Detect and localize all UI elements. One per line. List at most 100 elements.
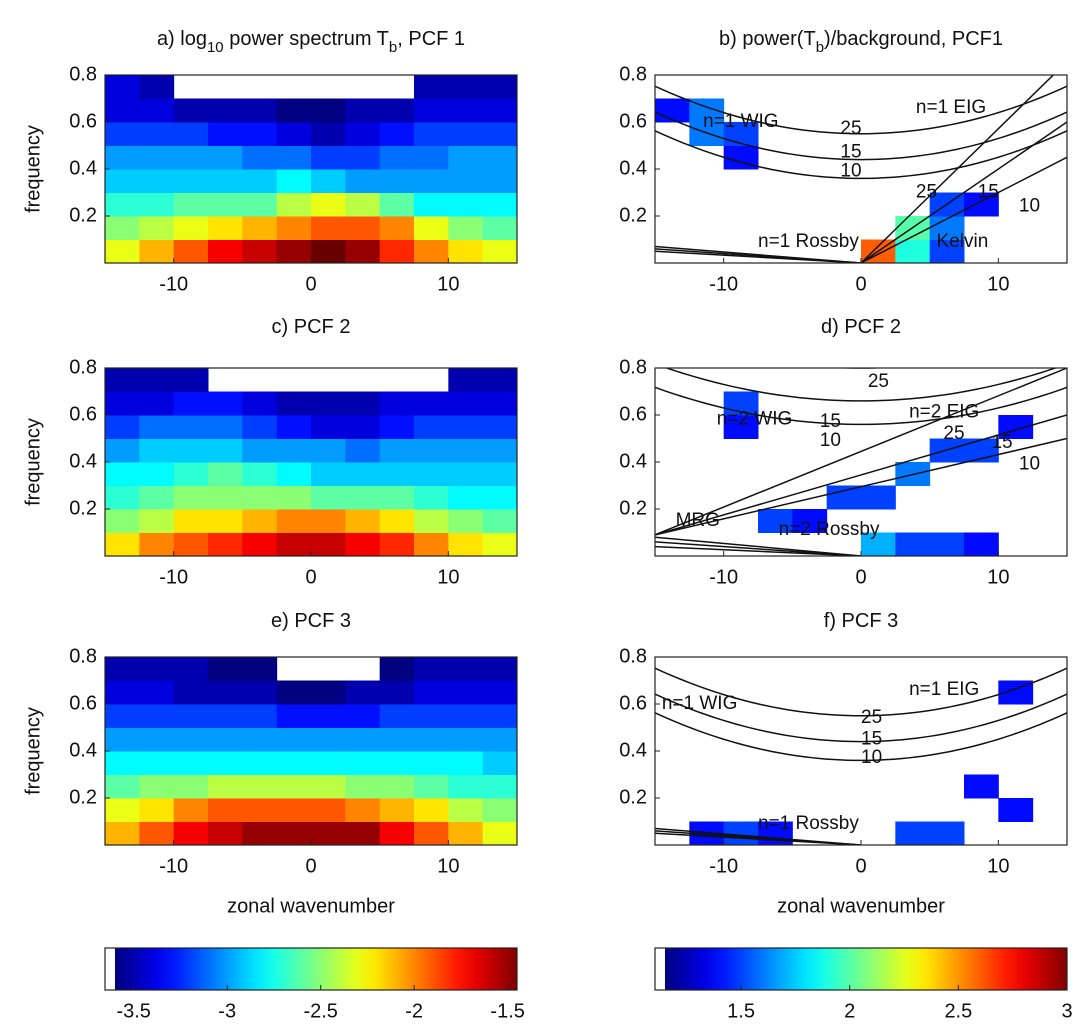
heat-cell	[311, 391, 346, 416]
y-tick-label: 0.4	[69, 157, 97, 179]
heat-cell	[242, 462, 278, 486]
heat-cell	[482, 657, 517, 681]
heat-cell	[998, 798, 1034, 822]
heat-cell	[208, 774, 243, 799]
heat-cell	[173, 751, 209, 775]
heat-cell	[482, 727, 517, 752]
colorbar: 1.5 2 2.5 3	[654, 947, 1073, 1022]
heat-cell	[208, 169, 243, 193]
heat-cell	[139, 122, 175, 146]
heat-cell	[311, 98, 346, 123]
heat-cell	[448, 391, 484, 416]
heat-cell	[276, 192, 312, 217]
heat-cell	[139, 680, 175, 705]
heat-cell	[482, 98, 517, 123]
heat-cell	[414, 415, 449, 439]
heat-cell	[345, 169, 381, 193]
heat-cell	[242, 532, 278, 556]
heat-cell	[105, 821, 140, 845]
heat-cell	[482, 774, 517, 799]
dispersion-curve	[655, 712, 1067, 762]
heat-cell	[414, 98, 449, 123]
heat-cell	[139, 704, 175, 728]
heat-cell	[379, 391, 415, 416]
heat-cell	[345, 532, 381, 556]
title-part: a) log	[157, 28, 207, 50]
heat-cell	[105, 657, 140, 681]
y-tick-label: 0.8	[69, 356, 97, 378]
colorbar-tick-label: -2	[405, 1000, 423, 1022]
y-tick-label: 0.8	[69, 63, 97, 85]
heat-cell	[105, 774, 140, 799]
heat-cell	[173, 532, 209, 556]
dispersion-curves	[655, 75, 1067, 263]
heat-cell	[379, 462, 415, 486]
heat-cell	[448, 239, 484, 263]
heat-cell	[379, 751, 415, 775]
heat-cell	[139, 438, 175, 463]
heat-cell	[139, 727, 175, 752]
heat-cell	[414, 192, 449, 217]
heat-cell	[105, 415, 140, 439]
heat-cell	[379, 169, 415, 193]
annotation: n=1 EIG	[916, 97, 986, 118]
heat-cell	[276, 704, 312, 728]
heat-cell	[208, 192, 243, 217]
annotation: n=2 WIG	[717, 409, 793, 430]
y-tick-label: 0.2	[619, 497, 647, 519]
annotation: 15	[820, 411, 841, 432]
dispersion-curve	[860, 156, 1067, 263]
annotation: Kelvin	[937, 231, 989, 252]
heat-cell	[964, 774, 999, 799]
heat-cell	[311, 704, 346, 728]
annotation: 15	[840, 142, 861, 163]
annotation: 15	[991, 432, 1012, 453]
heat-cell	[242, 438, 278, 463]
heat-cell	[379, 145, 415, 170]
annotation: n=1 Rossby	[758, 231, 859, 252]
heat-cell	[345, 798, 381, 822]
heat-cell	[139, 532, 175, 556]
heat-cell	[379, 727, 415, 752]
heat-cell	[482, 368, 517, 392]
panel-title: d) PCF 2	[821, 316, 901, 338]
heat-cell	[414, 462, 449, 486]
y-tick-label: 0.8	[619, 63, 647, 85]
heat-cell	[105, 438, 140, 463]
heat-cell	[379, 680, 415, 705]
heat-cell	[208, 727, 243, 752]
dispersion-curve	[655, 85, 1067, 135]
colorbar-frame	[104, 947, 518, 991]
heat-cell	[482, 509, 517, 533]
heat-cell	[964, 532, 999, 556]
heat-cell	[242, 216, 278, 240]
heat-cell	[242, 239, 278, 263]
heat-cell	[448, 169, 484, 193]
heat-cell	[345, 704, 381, 728]
heat-cell	[173, 98, 209, 123]
heat-cell	[414, 145, 449, 170]
heat-cell	[345, 509, 381, 533]
heat-cell	[173, 169, 209, 193]
panel-title: e) PCF 3	[271, 610, 351, 632]
x-tick-label: 0	[855, 566, 866, 588]
heat-cell	[311, 485, 346, 510]
heat-cell	[448, 727, 484, 752]
heat-cell	[105, 75, 140, 99]
x-tick-label: 0	[855, 273, 866, 295]
heat-cell	[345, 751, 381, 775]
heat-cell	[379, 192, 415, 217]
heat-cell	[208, 462, 243, 486]
heat-cell	[173, 239, 209, 263]
heat-cell	[861, 485, 896, 510]
heat-cell	[242, 169, 278, 193]
heat-cell	[929, 821, 965, 845]
annotation: n=2 EIG	[909, 402, 979, 423]
annotation: 10	[840, 160, 861, 181]
heat-cell	[139, 821, 175, 845]
heat-cell	[482, 169, 517, 193]
heat-cell	[139, 798, 175, 822]
heat-cell	[414, 216, 449, 240]
